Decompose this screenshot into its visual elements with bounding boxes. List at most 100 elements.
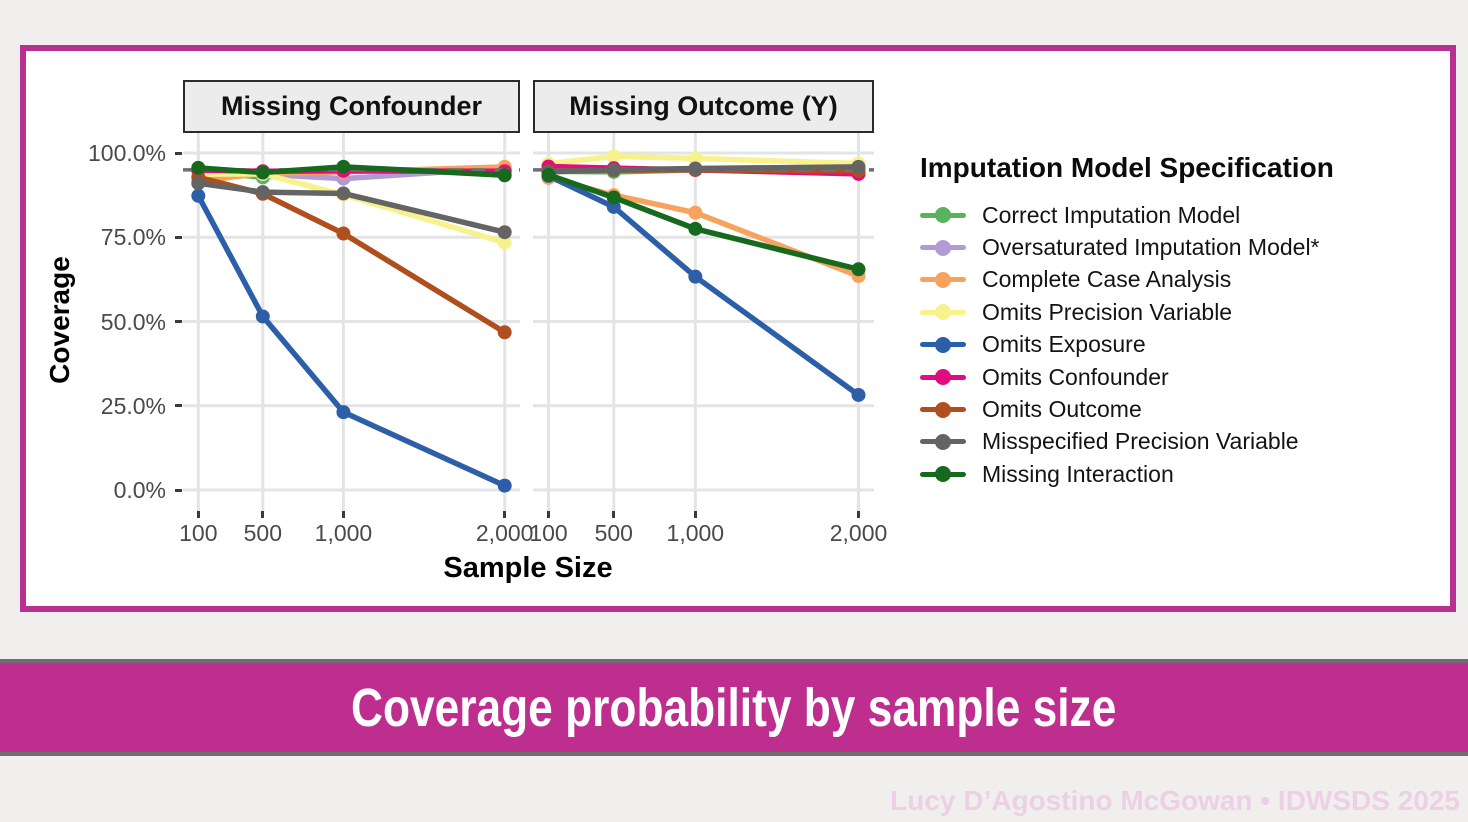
slide-title: Coverage probability by sample size	[351, 677, 1117, 738]
data-point	[851, 387, 866, 402]
data-point	[336, 186, 351, 201]
x-tick-label: 2,000	[829, 520, 888, 546]
legend-key-icon	[920, 433, 966, 451]
data-point	[541, 167, 556, 182]
data-point	[606, 190, 621, 205]
series-line	[545, 173, 862, 398]
legend-item: Misspecified Precision Variable	[920, 426, 1450, 458]
data-point	[336, 405, 351, 420]
x-tick-label: 2,000	[475, 520, 534, 546]
legend-title: Imputation Model Specification	[920, 152, 1334, 183]
data-point	[688, 221, 703, 236]
legend-items: Correct Imputation Model Oversaturated Im…	[920, 199, 1450, 491]
legend-key-dot	[935, 207, 951, 224]
chart-card: Coverage Missing Confounder Missing Outc…	[20, 45, 1456, 612]
data-point	[336, 226, 351, 241]
y-tick-mark	[175, 151, 182, 155]
y-tick-mark	[175, 320, 182, 323]
x-tick-mark	[261, 511, 265, 518]
y-tick-mark	[175, 488, 182, 492]
y-tick-mark	[175, 404, 182, 408]
y-tick-mark	[175, 235, 182, 239]
title-banner: Coverage probability by sample size	[0, 659, 1468, 756]
legend-item: Complete Case Analysis	[920, 264, 1450, 296]
facet-strip-label: Missing Confounder	[221, 91, 482, 121]
series-line	[545, 164, 862, 175]
legend-key-icon	[920, 368, 966, 386]
legend: Imputation Model Specification Correct I…	[920, 153, 1450, 491]
x-tick-label: 1,000	[666, 520, 725, 546]
legend-item-label: Omits Exposure	[982, 331, 1146, 358]
legend-item-label: Missing Interaction	[982, 460, 1174, 487]
x-tick-mark	[857, 511, 860, 518]
facet-panel-missing-confounder	[183, 133, 520, 511]
x-tick-mark	[693, 511, 697, 518]
legend-key-icon	[920, 206, 966, 224]
series-line	[195, 193, 508, 489]
x-tick-label: 100	[179, 520, 218, 546]
legend-item-label: Complete Case Analysis	[982, 266, 1232, 293]
legend-key-icon	[920, 271, 966, 289]
legend-item: Correct Imputation Model	[920, 199, 1450, 231]
legend-key-icon	[920, 401, 966, 419]
data-point	[606, 162, 621, 177]
legend-key-dot	[935, 304, 951, 321]
data-point	[688, 269, 703, 284]
data-point	[688, 205, 703, 220]
legend-item: Missing Interaction	[920, 458, 1450, 490]
legend-key-dot	[935, 401, 951, 418]
legend-item-label: Omits Outcome	[982, 396, 1142, 423]
data-point	[851, 262, 866, 277]
legend-key-icon	[920, 465, 966, 483]
legend-key-icon	[920, 336, 966, 354]
data-point	[497, 325, 512, 340]
data-point	[497, 168, 512, 183]
x-axis-title: Sample Size	[443, 552, 613, 584]
x-tick-label: 500	[594, 520, 633, 546]
x-tick-mark	[196, 511, 200, 518]
x-tick-mark	[341, 511, 345, 518]
x-tick-label: 1,000	[314, 520, 373, 546]
data-point	[606, 149, 621, 164]
legend-key-dot	[935, 239, 951, 256]
data-point	[255, 309, 270, 324]
facet-panel-missing-outcome	[533, 133, 874, 511]
data-point	[688, 161, 703, 176]
legend-item: Omits Exposure	[920, 329, 1450, 361]
legend-key-icon	[920, 303, 966, 321]
legend-item: Omits Confounder	[920, 361, 1450, 393]
facet-strip-missing-outcome: Missing Outcome (Y)	[533, 80, 874, 133]
footer-credit: Lucy D’Agostino McGowan • IDWSDS 2025	[890, 785, 1460, 816]
data-point	[497, 225, 512, 240]
legend-key-icon	[920, 239, 966, 257]
y-tick-label: 0.0%	[113, 477, 166, 503]
y-tick-label: 25.0%	[100, 392, 166, 419]
series-line	[195, 174, 508, 336]
legend-key-dot	[935, 433, 951, 450]
legend-item: Omits Outcome	[920, 393, 1450, 425]
data-point	[191, 176, 206, 191]
data-point	[688, 151, 703, 166]
data-point	[255, 185, 270, 200]
data-point	[255, 165, 270, 180]
legend-item: Omits Precision Variable	[920, 296, 1450, 328]
series-line	[545, 153, 862, 167]
x-tick-mark	[547, 511, 550, 518]
series-line	[545, 172, 862, 273]
legend-item-label: Omits Precision Variable	[982, 298, 1233, 325]
legend-item-label: Omits Confounder	[982, 363, 1169, 390]
x-tick-label: 100	[529, 520, 568, 546]
legend-key-dot	[935, 271, 951, 288]
legend-item-label: Misspecified Precision Variable	[982, 428, 1299, 455]
y-tick-label: 50.0%	[100, 308, 166, 335]
y-tick-label: 100.0%	[87, 140, 166, 166]
y-tick-label: 75.0%	[100, 224, 166, 251]
legend-item: Oversaturated Imputation Model*	[920, 231, 1450, 263]
x-tick-mark	[612, 511, 616, 518]
data-point	[497, 235, 512, 250]
legend-key-dot	[935, 466, 951, 483]
data-point	[191, 188, 206, 203]
data-point	[497, 478, 512, 493]
data-point	[851, 159, 866, 174]
